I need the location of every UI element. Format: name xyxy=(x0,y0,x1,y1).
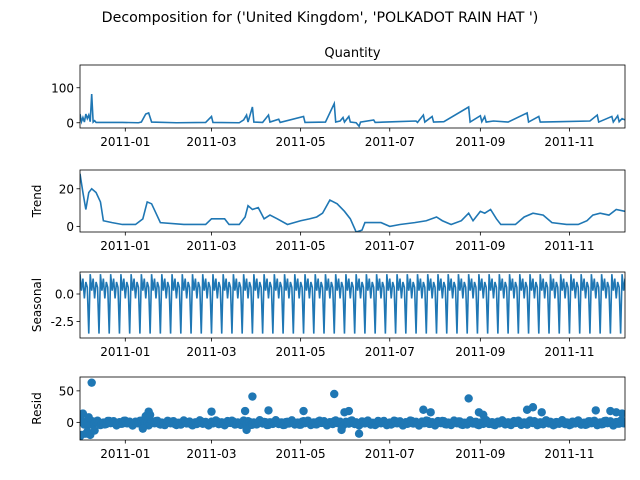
x-tick-label: 2011-05 xyxy=(276,345,326,359)
resid-outlier-point xyxy=(145,410,155,419)
axes-frame xyxy=(79,271,626,339)
y-tick-label: 100 xyxy=(51,81,74,95)
x-tick-label: 2011-07 xyxy=(365,135,415,149)
y-axis-label: Resid xyxy=(30,392,44,424)
resid-outlier-point xyxy=(464,394,473,403)
resid-outlier-point xyxy=(248,392,257,401)
x-tick-label: 2011-11 xyxy=(544,345,594,359)
series-line xyxy=(80,173,625,232)
x-tick-label: 2011-07 xyxy=(365,447,415,461)
panel-quantity: Quantity 0 100 2011-01 2011-03 2011-05 2011-07… xyxy=(51,46,626,149)
x-tick-label: 2011-01 xyxy=(100,345,150,359)
panel-resid: Resid 0 50 2011-01 2011-03 2011-05 2011-07 2011… xyxy=(30,376,626,461)
resid-outlier-point xyxy=(240,406,250,416)
resid-outlier-point xyxy=(87,378,96,387)
x-tick-label: 2011-01 xyxy=(100,239,150,253)
panel-trend: Trend 0 20 2011-01 2011-03 2011-05 2011-07 2011… xyxy=(30,169,626,253)
y-tick-label: 0 xyxy=(66,416,74,430)
resid-outlier-point xyxy=(528,403,538,412)
resid-outlier-point xyxy=(354,429,364,438)
x-tick-label: 2011-09 xyxy=(455,447,505,461)
panel-seasonal: Seasonal 0.0 -2.5 2011-01 2011-03 2011-05 2011… xyxy=(30,271,626,359)
resid-outlier-point xyxy=(537,408,546,417)
resid-outlier-point xyxy=(264,406,273,415)
axes-frame xyxy=(79,64,626,129)
x-tick-label: 2011-05 xyxy=(276,135,326,149)
resid-outlier-point xyxy=(337,425,346,435)
y-tick-label: 0.0 xyxy=(55,288,74,302)
plot-area xyxy=(80,274,625,334)
resid-outlier-point xyxy=(419,405,428,414)
resid-outlier-point xyxy=(330,389,339,399)
panel-title: Quantity xyxy=(324,46,380,61)
y-axis-label: Trend xyxy=(30,185,44,219)
x-tick-label: 2011-11 xyxy=(544,135,594,149)
y-tick-label: -2.5 xyxy=(51,315,74,329)
x-tick-label: 2011-01 xyxy=(100,447,150,461)
resid-outlier-point xyxy=(299,406,308,416)
x-tick-label: 2011-05 xyxy=(276,447,326,461)
x-tick-label: 2011-03 xyxy=(186,239,236,253)
plot-area xyxy=(80,94,625,128)
x-tick-label: 2011-09 xyxy=(455,345,505,359)
y-axis-label: Seasonal xyxy=(30,278,44,332)
x-tick-label: 2011-03 xyxy=(186,135,236,149)
y-tick-label: 0 xyxy=(66,116,74,130)
resid-outlier-point xyxy=(207,407,216,416)
resid-outlier-point xyxy=(591,406,600,415)
resid-outlier-point xyxy=(242,425,251,435)
y-tick-label: 0 xyxy=(66,220,74,234)
resid-outlier-point xyxy=(344,406,354,416)
x-tick-label: 2011-07 xyxy=(365,345,415,359)
resid-outlier-point xyxy=(84,413,93,422)
resid-outlier-point xyxy=(138,424,148,433)
resid-outlier-point xyxy=(479,410,488,419)
series-line xyxy=(80,94,625,128)
x-tick-label: 2011-11 xyxy=(544,447,594,461)
x-tick-label: 2011-11 xyxy=(544,239,594,253)
resid-outlier-point xyxy=(617,409,625,418)
x-tick-label: 2011-09 xyxy=(455,135,505,149)
x-tick-label: 2011-03 xyxy=(186,447,236,461)
axes-frame xyxy=(79,169,626,233)
x-tick-label: 2011-09 xyxy=(455,239,505,253)
x-tick-label: 2011-01 xyxy=(100,135,150,149)
axes-frame xyxy=(79,376,626,441)
y-tick-label: 50 xyxy=(59,384,74,398)
x-tick-label: 2011-07 xyxy=(365,239,415,253)
figure-title: Decomposition for ('United Kingdom', 'PO… xyxy=(102,10,539,26)
plot-area xyxy=(80,173,625,232)
resid-outlier-point xyxy=(426,408,435,417)
y-tick-label: 20 xyxy=(59,182,74,196)
seasonal-line xyxy=(80,274,625,334)
resid-point xyxy=(620,419,625,428)
resid-outlier-point xyxy=(90,426,99,435)
x-tick-label: 2011-03 xyxy=(186,345,236,359)
plot-area xyxy=(80,378,625,440)
x-tick-label: 2011-05 xyxy=(276,239,326,253)
